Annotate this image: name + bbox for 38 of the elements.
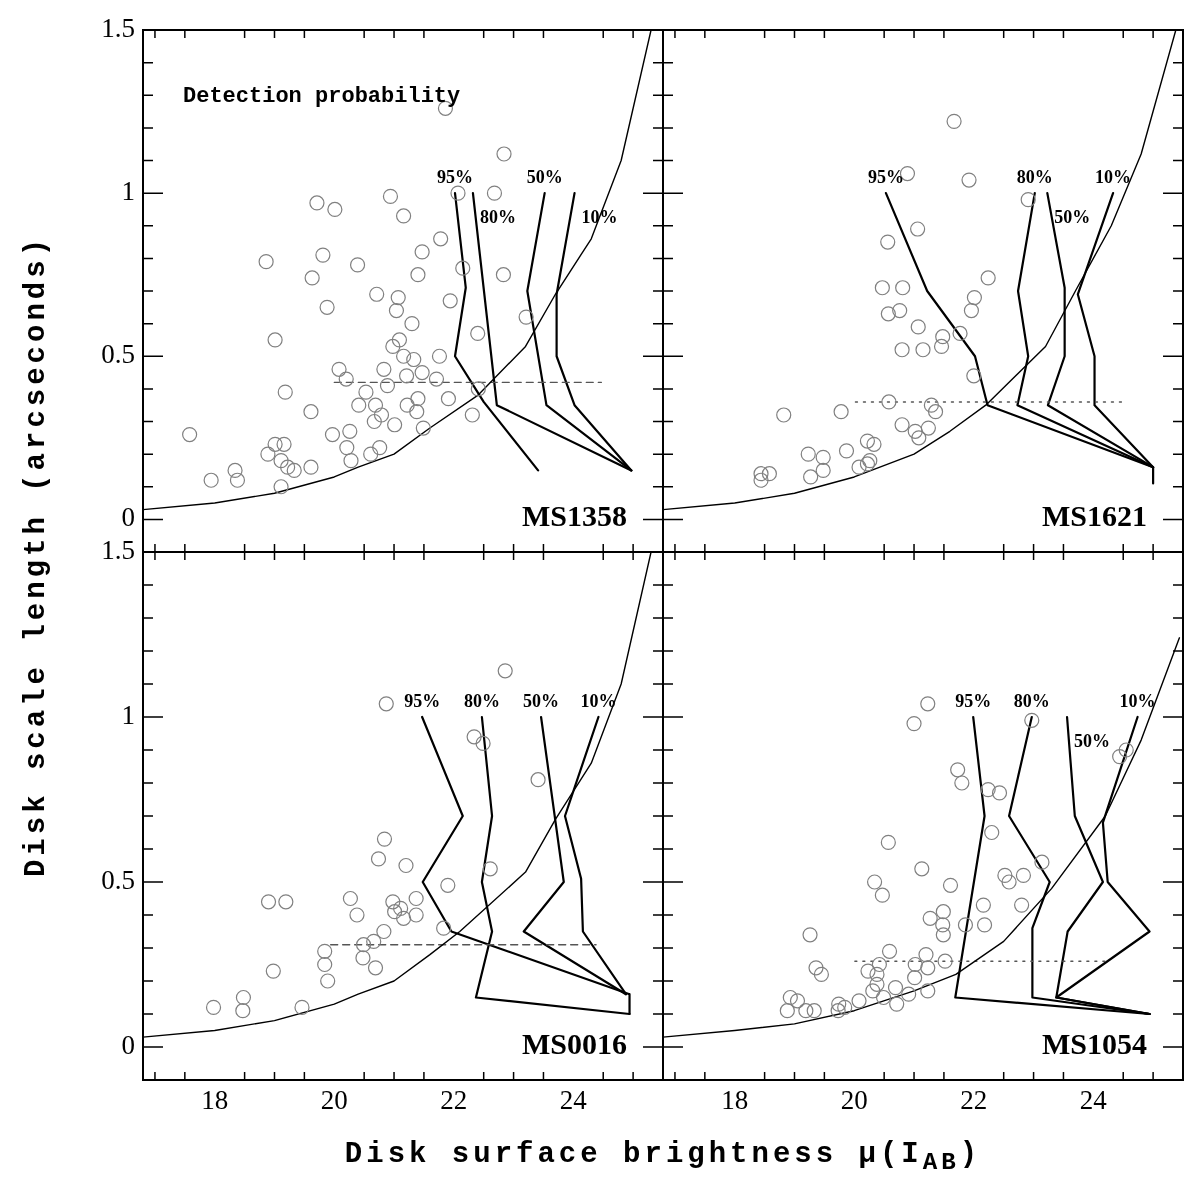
- series-label: 10%: [1119, 690, 1156, 711]
- series-label: 50%: [1054, 206, 1091, 227]
- series-label: 95%: [437, 166, 473, 187]
- y-tick-label: 1.5: [101, 535, 135, 566]
- x-tick-label: 20: [840, 1085, 868, 1116]
- series-label: 10%: [580, 690, 617, 711]
- series-label: 10%: [1095, 166, 1132, 187]
- text: MS1358: [522, 499, 627, 532]
- y-tick-label: 1.5: [101, 13, 135, 44]
- y-tick-label: 0.5: [101, 339, 135, 370]
- x-axis-title: Disk surface brightness μ(I$_{AB}$): [343, 1138, 983, 1176]
- series-label: 95%: [404, 690, 441, 711]
- series-label: 50%: [526, 166, 563, 187]
- y-tick-label: 1: [121, 176, 135, 207]
- series-label: 80%: [479, 206, 516, 227]
- y-tick-label: 1: [121, 700, 135, 731]
- series-label: 95%: [955, 690, 992, 711]
- y-tick-label: 0: [121, 1030, 135, 1061]
- x-tick-label: 24: [1079, 1085, 1108, 1116]
- x-tick-label: 20: [320, 1085, 348, 1116]
- x-tick-label: 18: [201, 1085, 229, 1116]
- series-label: 95%: [867, 166, 904, 187]
- series-label: 50%: [523, 690, 560, 711]
- annotation: Detection probability: [183, 83, 461, 109]
- series-label: 80%: [463, 690, 500, 711]
- text: MS0016: [522, 1027, 627, 1060]
- y-axis-title: Disk scale length (arcseconds): [19, 234, 53, 878]
- x-tick-label: 22: [960, 1085, 988, 1116]
- series-label: 50%: [1074, 730, 1111, 751]
- x-tick-label: 22: [440, 1085, 468, 1116]
- y-tick-label: 0.5: [101, 865, 135, 896]
- text: MS1054: [1042, 1027, 1147, 1060]
- y-tick-label: 0: [121, 502, 135, 533]
- x-tick-label: 18: [721, 1085, 749, 1116]
- x-tick-label: 24: [559, 1085, 588, 1116]
- series-label: 80%: [1016, 166, 1053, 187]
- series-label: 80%: [1013, 690, 1050, 711]
- text: MS1621: [1042, 499, 1147, 532]
